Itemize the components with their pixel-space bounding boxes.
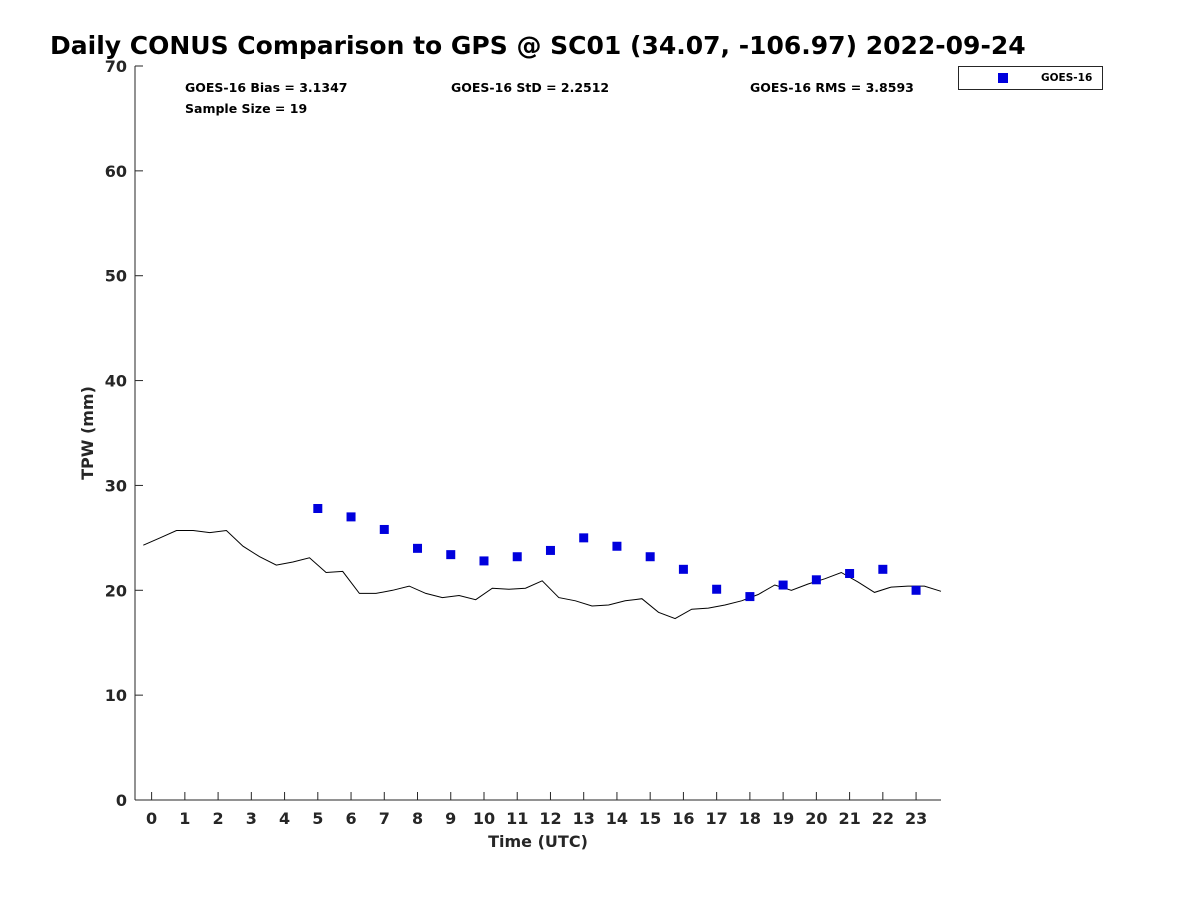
y-tick-label: 30 [105,476,127,495]
goes16-point [413,543,423,553]
x-tick-label: 11 [506,809,528,828]
sample-size-annotation: Sample Size = 19 [185,101,307,116]
rms-annotation: GOES-16 RMS = 3.8593 [750,80,914,95]
goes16-point [545,545,555,555]
x-tick-label: 12 [539,809,561,828]
goes16-point [911,585,921,595]
goes16-point [612,541,622,551]
goes16-point [878,564,888,574]
x-tick-label: 16 [672,809,694,828]
x-tick-label: 4 [279,809,290,828]
x-tick-label: 23 [905,809,927,828]
gps-line-series [143,529,942,620]
goes16-point [313,503,323,513]
x-tick-label: 15 [639,809,661,828]
y-tick-label: 70 [105,57,127,76]
goes16-point [479,556,489,566]
x-tick-label: 3 [246,809,257,828]
x-axis-ticks: 0 1 2 3 4 5 6 7 8 9 10 11 12 13 14 15 16 17 18 19 20 21 22 23 [146,792,927,828]
x-axis-label: Time (UTC) [488,832,588,851]
goes16-scatter-series [313,503,921,602]
goes16-point [346,512,356,522]
y-axis-label: TPW (mm) [78,386,97,480]
gps-tpw-line [143,529,942,620]
y-tick-label: 20 [105,581,127,600]
x-tick-label: 19 [772,809,794,828]
x-tick-label: 6 [345,809,356,828]
x-tick-label: 1 [179,809,190,828]
x-tick-label: 9 [445,809,456,828]
x-tick-label: 14 [606,809,628,828]
y-tick-label: 50 [105,267,127,286]
stats-annotations: GOES-16 Bias = 3.1347 GOES-16 StD = 2.25… [185,80,914,116]
y-tick-label: 40 [105,372,127,391]
x-tick-label: 21 [838,809,860,828]
x-tick-label: 5 [312,809,323,828]
x-tick-label: 20 [805,809,827,828]
x-tick-label: 8 [412,809,423,828]
y-axis-ticks: 0 10 20 30 40 50 60 70 [105,57,143,810]
goes16-point [678,564,688,574]
x-tick-label: 2 [213,809,224,828]
goes16-point [446,550,456,560]
goes16-point [845,569,855,579]
goes16-point [712,584,722,594]
goes16-point [512,552,522,562]
x-tick-label: 0 [146,809,157,828]
legend-label-goes16: GOES-16 [1041,72,1092,84]
x-tick-label: 18 [739,809,761,828]
x-tick-label: 13 [573,809,595,828]
y-tick-label: 10 [105,686,127,705]
x-tick-label: 17 [706,809,728,828]
bias-annotation: GOES-16 Bias = 3.1347 [185,80,347,95]
legend-marker-goes16 [998,73,1008,83]
legend-box [958,66,1103,90]
goes16-point [745,592,755,602]
x-tick-label: 10 [473,809,495,828]
y-tick-label: 60 [105,162,127,181]
y-tick-label: 0 [116,791,127,810]
chart-title: Daily CONUS Comparison to GPS @ SC01 (34… [50,31,1026,60]
goes16-point [379,524,389,534]
x-tick-label: 7 [379,809,390,828]
goes16-point [579,533,589,543]
goes16-point [645,552,655,562]
x-tick-label: 22 [872,809,894,828]
goes16-point [778,580,788,590]
legend: GOES-16 [958,66,1103,90]
std-annotation: GOES-16 StD = 2.2512 [451,80,609,95]
goes16-point [811,575,821,585]
